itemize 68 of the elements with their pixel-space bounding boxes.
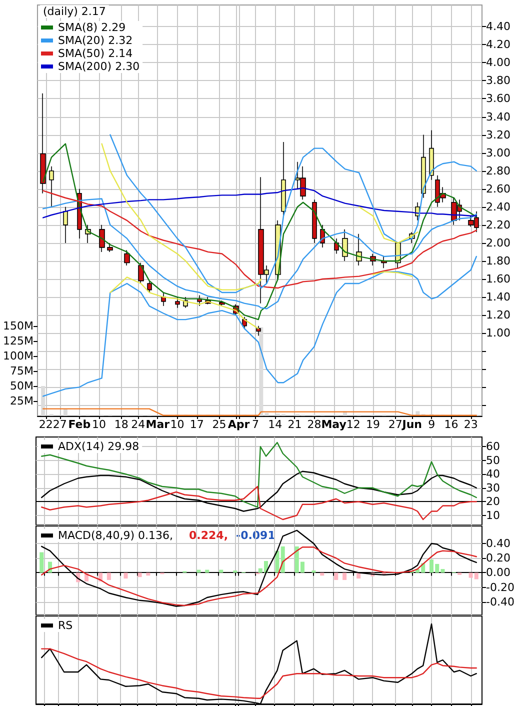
x-tick-label: May <box>321 418 346 431</box>
y-tick-label: 2.00 <box>486 236 510 250</box>
x-tick-label: 23 <box>464 418 478 431</box>
legend-label: ADX(14) 29.98 <box>58 440 140 453</box>
x-tick-label: Jun <box>401 418 422 431</box>
x-tick-label: Feb <box>68 418 91 431</box>
y-tick-label: 30 <box>486 481 500 494</box>
chart-title: (daily) 2.17 <box>43 5 106 18</box>
y-tick-label: 0.20 <box>486 552 510 565</box>
legend-label: SMA(20) 2.32 <box>58 34 133 47</box>
y-tick-label: 2.20 <box>486 218 510 232</box>
y-tick-label: 1.40 <box>486 290 510 304</box>
legend-label: RS <box>58 619 73 632</box>
legend-label: SMA(200) 2.30 <box>58 60 140 73</box>
y-tick-label: 2.80 <box>486 164 510 178</box>
x-tick-label: 27 <box>52 418 67 431</box>
y-tick-label: 40 <box>486 468 500 481</box>
y-tick-label: 1.00 <box>486 326 510 340</box>
y2-tick-label: 125M <box>2 334 34 348</box>
y-tick-label: 4.20 <box>486 38 510 52</box>
y2-tick-label: 50M <box>10 380 34 392</box>
y-tick-label: -0.20 <box>486 580 514 594</box>
y-tick-label: 3.40 <box>486 110 510 124</box>
x-tick-label: 21 <box>288 418 302 431</box>
y-tick-label: 3.80 <box>486 74 510 88</box>
x-tick-label: 9 <box>428 418 436 431</box>
y-tick-label: 1.60 <box>486 272 510 286</box>
x-tick-label: 22 <box>38 418 53 431</box>
y-tick-label: 50 <box>486 454 500 467</box>
y-tick-label: 1.20 <box>486 308 510 322</box>
y-tick-label: 3.20 <box>486 128 510 142</box>
x-tick-label: 24 <box>131 418 146 431</box>
y-tick-label: 60 <box>486 440 500 454</box>
y-tick-label: 1.80 <box>486 254 510 268</box>
x-tick-label: 16 <box>444 418 458 431</box>
y-tick-label: 10 <box>486 508 500 522</box>
y-tick-label: 20 <box>486 495 500 508</box>
x-tick-label: 12 <box>346 418 360 431</box>
x-tick-label: 14 <box>268 418 282 431</box>
y2-tick-label: 25M <box>10 394 34 408</box>
x-tick-label: Apr <box>228 418 250 431</box>
legend-label: SMA(50) 2.14 <box>58 47 133 60</box>
x-tick-label: 17 <box>190 418 204 431</box>
x-tick-label: 7 <box>252 418 260 431</box>
y-tick-label: 3.60 <box>486 92 510 106</box>
x-tick-label: Mar <box>146 418 170 431</box>
y-tick-label: 3.00 <box>486 146 510 160</box>
text: 0.224, <box>189 529 228 542</box>
x-tick-label: 25 <box>212 418 226 431</box>
y2-tick-label: 100M <box>2 350 34 362</box>
x-tick-label: 27 <box>388 418 402 431</box>
x-tick-label: 10 <box>92 418 106 431</box>
x-tick-label: 28 <box>307 418 322 431</box>
y-tick-label: 2.40 <box>486 200 510 214</box>
y-tick-label: 4.00 <box>486 56 510 70</box>
y-tick-label: 4.40 <box>486 20 510 34</box>
legend-label: MACD(8,40,9) 0.136, <box>58 529 174 542</box>
x-tick-label: 10 <box>170 418 184 431</box>
y-tick-label: -0.40 <box>486 595 514 608</box>
y2-tick-label: 75M <box>10 364 34 378</box>
y-tick-label: 2.60 <box>486 182 510 196</box>
x-tick-label: 18 <box>114 418 128 431</box>
annotation: -0.091 <box>236 529 276 542</box>
y-tick-label: 0.00 <box>486 566 510 580</box>
x-tick-label: 19 <box>366 418 380 431</box>
legend-label: SMA(8) 2.29 <box>58 21 126 34</box>
y2-tick-label: 150M <box>2 320 34 332</box>
y-tick-label: 0.40 <box>486 537 510 550</box>
